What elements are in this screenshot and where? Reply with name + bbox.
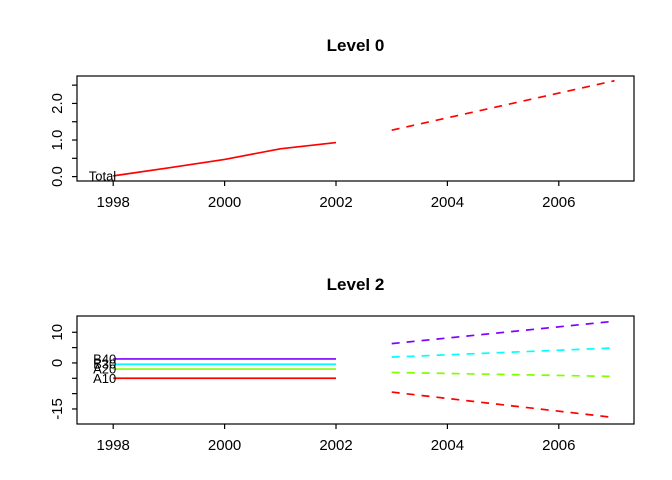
series-history-Total (113, 141, 337, 177)
x-axis-tick-label: 2006 (542, 194, 575, 211)
x-axis-tick-label: 2002 (319, 437, 352, 454)
x-axis-tick-label: 2004 (431, 437, 464, 454)
panel-title-level2: Level 2 (326, 275, 385, 294)
x-axis-tick-label: 2000 (208, 437, 241, 454)
plot-box-1 (76, 315, 635, 425)
series-forecast-Total (391, 79, 615, 131)
x-axis-tick-label: 2004 (431, 194, 464, 211)
x-axis-tick-label: 1998 (97, 437, 130, 454)
series-label-B30: B30 (93, 357, 116, 372)
x-axis-tick-label: 2006 (542, 437, 575, 454)
series-label-A20: A20 (93, 362, 116, 377)
series-label-A10: A10 (93, 371, 116, 386)
y-axis-tick-label: 0 (49, 359, 66, 367)
x-axis-tick-label: 1998 (97, 194, 130, 211)
series-forecast-A20 (391, 371, 615, 378)
y-axis-tick-label: 1.0 (49, 130, 66, 151)
series-label-B40: B40 (93, 351, 116, 366)
series-forecast-B30 (391, 347, 615, 358)
y-axis-tick-label: -15 (49, 398, 66, 420)
x-axis-tick-label: 2000 (208, 194, 241, 211)
series-label-Total: Total (89, 168, 117, 183)
plot-box-0 (76, 75, 635, 182)
series-forecast-A10 (391, 391, 615, 419)
y-axis-tick-label: 0.0 (49, 166, 66, 187)
series-forecast-B40 (391, 320, 615, 345)
panel-title-level0: Level 0 (326, 36, 385, 55)
x-axis-tick-label: 2002 (319, 194, 352, 211)
y-axis-tick-label: 10 (49, 324, 66, 341)
y-axis-tick-label: 2.0 (49, 93, 66, 114)
